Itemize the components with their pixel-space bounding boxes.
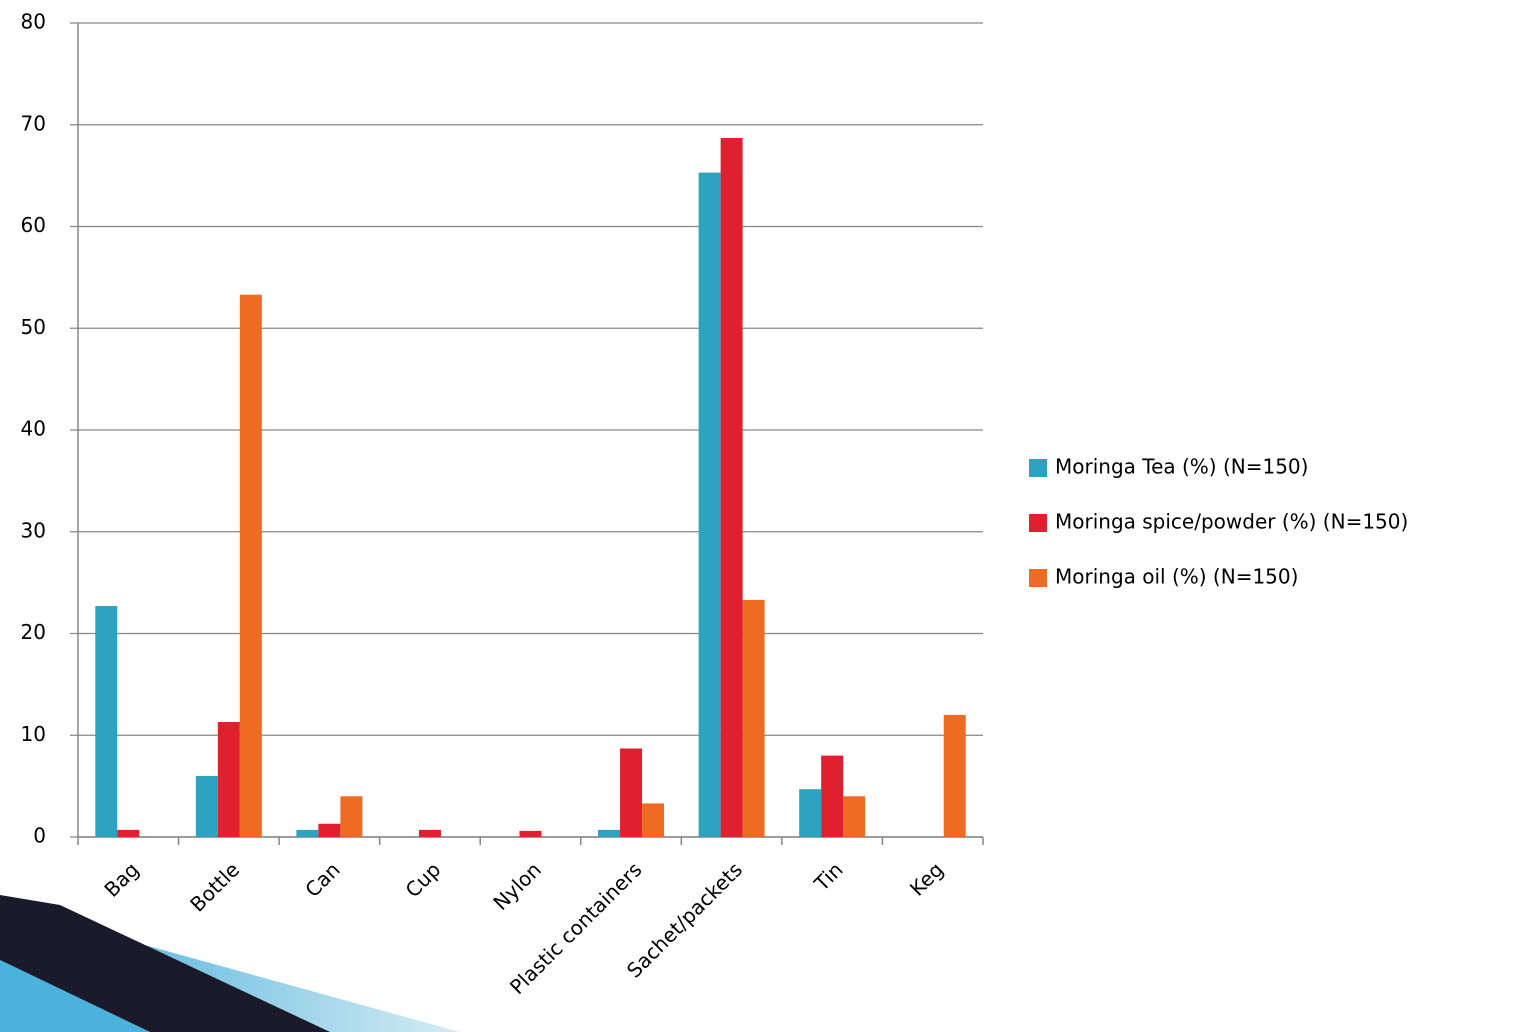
y-tick-label: 0 [33, 824, 46, 848]
x-tick-label: Cup [401, 857, 446, 902]
bar [821, 755, 844, 837]
bar [239, 294, 262, 837]
y-tick-label: 10 [21, 722, 46, 746]
y-tick-label: 50 [21, 315, 46, 339]
legend-label: Moringa spice/powder (%) (N=150) [1055, 510, 1408, 534]
bar [340, 796, 363, 837]
bar [217, 722, 240, 837]
x-tick-label: Can [300, 857, 344, 901]
bar [720, 137, 743, 838]
legend-swatch [1029, 514, 1047, 532]
bar [943, 714, 966, 837]
bar [195, 775, 218, 837]
bar [418, 829, 441, 837]
x-tick-label: Bottle [185, 857, 244, 916]
bar [117, 829, 140, 837]
decoration [0, 895, 330, 1032]
y-tick-label: 80 [21, 10, 46, 34]
x-tick-label: Tin [809, 857, 848, 896]
x-tick-label: Keg [905, 857, 948, 900]
x-tick-label: Bag [99, 857, 143, 901]
bar [519, 830, 542, 837]
y-tick-label: 30 [21, 518, 46, 542]
bar [318, 823, 341, 837]
bar [799, 789, 822, 837]
bar [598, 829, 621, 837]
legend-label: Moringa oil (%) (N=150) [1055, 565, 1298, 589]
y-tick-label: 40 [21, 417, 46, 441]
bar [642, 803, 665, 837]
y-tick-label: 60 [21, 213, 46, 237]
legend-swatch [1029, 459, 1047, 477]
bar [296, 829, 319, 837]
legend-swatch [1029, 569, 1047, 587]
bar [698, 172, 721, 837]
bar [843, 796, 866, 837]
legend-label: Moringa Tea (%) (N=150) [1055, 455, 1308, 479]
bar [95, 606, 118, 837]
bar [742, 599, 765, 837]
y-tick-label: 70 [21, 111, 46, 135]
y-tick-label: 20 [21, 620, 46, 644]
x-tick-label: Nylon [488, 857, 545, 914]
bar [620, 748, 643, 837]
decoration [0, 960, 150, 1032]
